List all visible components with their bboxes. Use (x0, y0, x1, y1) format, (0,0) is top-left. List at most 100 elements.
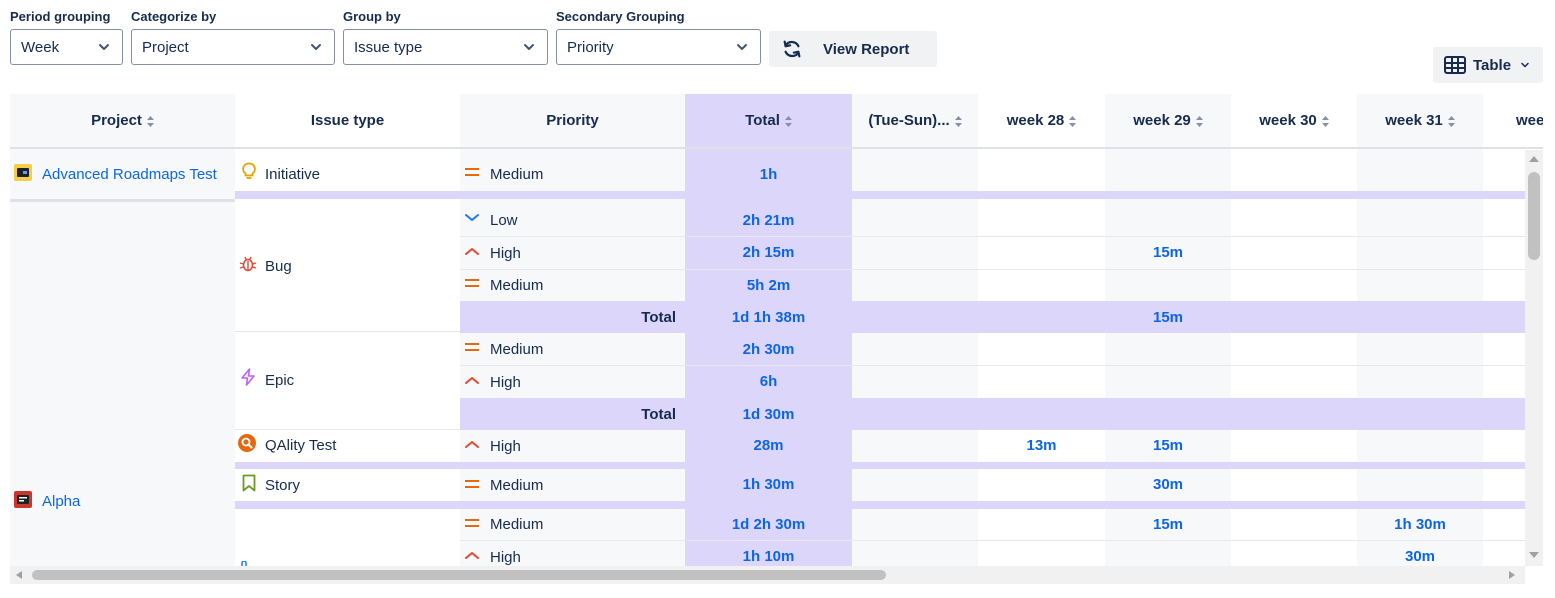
sort-icon (784, 116, 792, 127)
categorize-by-value: Project (142, 38, 189, 56)
chevron-down-icon (311, 44, 321, 50)
project-avatar-icon (14, 164, 32, 181)
table-icon (1444, 56, 1466, 74)
week28-value: 13m (1026, 437, 1057, 454)
priority-label: Medium (490, 277, 544, 294)
priority-label: Medium (490, 477, 544, 494)
group-divider (235, 331, 460, 332)
group-total-band (460, 301, 1543, 333)
week29-value: 15m (1152, 244, 1184, 261)
priority-label: High (490, 438, 521, 455)
refresh-icon (783, 40, 801, 58)
priority-low-icon (465, 214, 479, 221)
secondary-grouping-select[interactable]: Priority (556, 29, 761, 65)
report-table: Project Issue type Priority Total (Tue-S… (10, 94, 1543, 567)
scroll-left-arrow-icon[interactable] (14, 570, 24, 580)
header-total[interactable]: Total (685, 94, 852, 149)
priority-label: High (490, 374, 521, 391)
scroll-right-arrow-icon[interactable] (1507, 570, 1517, 580)
bookmark-icon (242, 474, 256, 492)
header-week29[interactable]: week 29 (1105, 94, 1231, 149)
priority-medium-icon (465, 279, 479, 287)
week29-value: 15m (1152, 437, 1184, 454)
secondary-grouping-filter: Secondary Grouping Priority (556, 8, 761, 65)
total-value: 1h 10m (742, 548, 795, 565)
project-total-band (235, 191, 1543, 199)
header-week30[interactable]: week 30 (1231, 94, 1357, 149)
group-total-value: 1d 30m (742, 406, 795, 423)
horizontal-scroll-thumb[interactable] (32, 570, 886, 580)
categorize-by-select[interactable]: Project (131, 29, 335, 65)
lightbulb-icon (242, 162, 256, 179)
header-project[interactable]: Project (10, 94, 235, 149)
qality-test-icon (238, 434, 256, 452)
project-column-bg (10, 94, 235, 567)
issue-type-partial-icon (241, 561, 247, 567)
priority-medium-icon (465, 168, 479, 176)
priority-medium-icon (465, 519, 479, 527)
total-value: 1d 2h 30m (731, 516, 806, 533)
sort-icon (1069, 116, 1077, 127)
priority-label: Medium (490, 341, 544, 358)
period-grouping-select[interactable]: Week (10, 29, 123, 65)
priority-high-icon (465, 441, 479, 448)
header-week31[interactable]: week 31 (1357, 94, 1483, 149)
row-divider (460, 365, 1543, 366)
header-week32-label: wee (1516, 112, 1543, 129)
week29-value: 15m (1152, 516, 1184, 533)
header-week28[interactable]: week 28 (978, 94, 1105, 149)
sort-icon (1195, 116, 1203, 127)
issue-type-epic: Epic (265, 372, 295, 389)
week31-value: 1h 30m (1394, 516, 1446, 533)
group-by-select[interactable]: Issue type (343, 29, 548, 65)
horizontal-scrollbar[interactable] (10, 566, 1525, 584)
sort-icon (1321, 116, 1329, 127)
table-view-toggle[interactable]: Table (1433, 47, 1543, 83)
vertical-scrollbar[interactable] (1525, 150, 1543, 566)
issue-type-qality-test: QAlity Test (265, 437, 337, 454)
sort-icon (146, 116, 154, 127)
row-divider (460, 236, 1543, 237)
table-toggle-label: Table (1473, 56, 1512, 74)
group-total-value: 1d 1h 38m (731, 309, 806, 326)
priority-label: High (490, 549, 521, 566)
group-total-label: Total (641, 406, 676, 423)
week31-value: 30m (1404, 548, 1436, 565)
sort-icon (954, 116, 962, 127)
scroll-down-arrow-icon[interactable] (1528, 550, 1540, 560)
header-priority-label: Priority (546, 112, 599, 129)
period-grouping-value: Week (21, 38, 60, 56)
header-week31-label: week 31 (1385, 112, 1443, 129)
header-week32[interactable]: wee (1483, 94, 1543, 149)
total-value: 2h 21m (742, 212, 795, 229)
group-total-label: Total (641, 309, 676, 326)
group-total-band (235, 501, 1543, 509)
header-priority[interactable]: Priority (460, 94, 685, 149)
priority-medium-icon (465, 343, 479, 351)
vertical-scroll-thumb[interactable] (1528, 172, 1540, 260)
header-period0-label: (Tue-Sun)... (868, 112, 950, 129)
project-name-advanced-roadmaps[interactable]: Advanced Roadmaps Test (42, 166, 217, 183)
categorize-by-label: Categorize by (131, 9, 217, 24)
total-value: 2h 15m (742, 244, 795, 261)
group-by-filter: Group by Issue type (343, 8, 548, 65)
total-value: 6h (759, 373, 778, 390)
total-value: 28m (753, 437, 784, 454)
chevron-down-icon (1521, 62, 1529, 68)
project-name-alpha[interactable]: Alpha (42, 493, 81, 510)
priority-label: Medium (490, 166, 544, 183)
group-by-value: Issue type (354, 38, 423, 56)
header-week30-label: week 30 (1259, 112, 1317, 129)
view-report-button[interactable]: View Report (769, 31, 937, 67)
scroll-up-arrow-icon[interactable] (1528, 154, 1540, 164)
header-period0[interactable]: (Tue-Sun)... (852, 94, 978, 149)
priority-high-icon (465, 552, 479, 559)
issue-type-bug: Bug (265, 258, 292, 275)
week29-value: 30m (1152, 476, 1184, 493)
header-issue-type[interactable]: Issue type (235, 94, 460, 149)
header-week29-label: week 29 (1133, 112, 1191, 129)
sort-icon (1447, 116, 1455, 127)
lightning-icon (241, 368, 255, 386)
period-grouping-filter: Period grouping Week (10, 8, 123, 65)
period-grouping-label: Period grouping (10, 9, 111, 24)
